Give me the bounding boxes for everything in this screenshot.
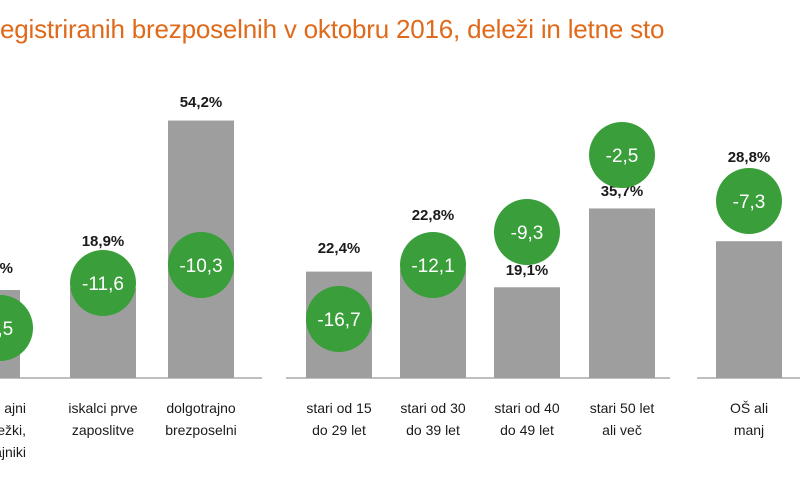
change-badge — [306, 286, 372, 352]
value-label: 22,8% — [412, 207, 455, 224]
change-badge — [400, 232, 466, 298]
change-badge — [70, 250, 136, 316]
value-label: 18,9% — [82, 233, 125, 250]
value-label: 22,4% — [318, 240, 361, 257]
value-label: 35,7% — [601, 183, 644, 200]
category-label: ajni ežki, ajniki — [0, 400, 26, 460]
change-label: -12,1 — [411, 256, 454, 277]
change-label: -11,6 — [82, 274, 124, 295]
category-label: stari od 40 do 49 let — [494, 400, 560, 438]
category-label: iskalci prve zaposlitve — [68, 400, 138, 438]
category-label: stari 50 let ali več — [589, 400, 655, 438]
change-label: -16,7 — [317, 310, 360, 331]
bar — [589, 208, 655, 378]
value-label: 28,8% — [728, 149, 771, 166]
bar — [716, 241, 782, 378]
change-badge — [716, 168, 782, 234]
change-badge — [494, 199, 560, 265]
value-label: .6% — [0, 260, 13, 277]
category-label: dolgotrajno brezposelni — [165, 400, 237, 438]
change-label: -10,3 — [179, 256, 222, 277]
value-label: 19,1% — [506, 262, 549, 279]
chart-title: egistriranih brezposelnih v oktobru 2016… — [0, 14, 665, 44]
change-label: -7,3 — [733, 192, 766, 213]
change-badge — [0, 295, 33, 361]
category-label: stari od 15 do 29 let — [306, 400, 372, 438]
change-label: -9,3 — [511, 223, 544, 244]
change-badge — [168, 232, 234, 298]
change-label: 4,5 — [0, 319, 13, 340]
bar — [494, 287, 560, 378]
category-label: OŠ ali manj — [729, 400, 769, 438]
change-label: -2,5 — [606, 146, 639, 167]
value-label: 54,2% — [180, 94, 223, 111]
category-label: stari od 30 do 39 let — [400, 400, 466, 438]
change-badge — [589, 122, 655, 188]
